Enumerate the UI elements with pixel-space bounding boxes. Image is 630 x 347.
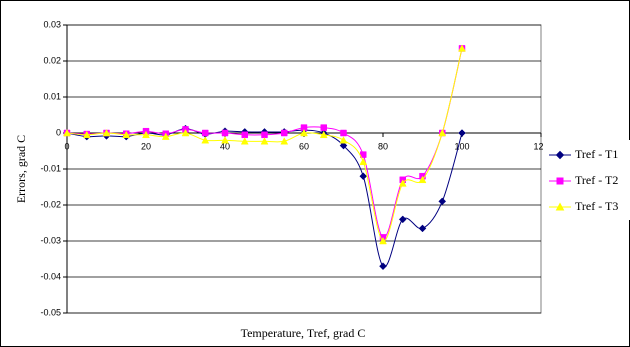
point — [339, 141, 348, 150]
point — [458, 44, 466, 52]
y-tick-label: 0.03 — [43, 19, 61, 29]
point — [241, 131, 248, 139]
point — [161, 132, 170, 140]
y-tick-label: 0.01 — [43, 91, 61, 101]
legend-marker — [556, 177, 564, 185]
point — [260, 137, 269, 145]
legend-label: Tref - T3 — [575, 199, 618, 213]
point — [438, 128, 447, 137]
point — [398, 179, 407, 187]
point — [181, 128, 190, 137]
point — [340, 129, 347, 137]
x-tick-label: 60 — [299, 141, 309, 151]
x-tick-label: 0 — [64, 141, 69, 151]
point — [261, 131, 268, 139]
point — [379, 262, 387, 271]
point — [418, 224, 427, 233]
point — [201, 136, 210, 144]
point — [379, 236, 387, 245]
point — [102, 128, 111, 137]
y-tick-label: -0.03 — [40, 235, 61, 245]
x-tick-label: 120 — [533, 141, 548, 151]
y-tick-label: -0.04 — [40, 271, 61, 281]
y-tick-label: -0.02 — [40, 199, 61, 209]
point — [281, 129, 288, 137]
point — [300, 128, 308, 137]
x-tick-label: 40 — [220, 141, 230, 151]
point — [319, 130, 328, 139]
x-tick-label: 20 — [141, 141, 151, 151]
legend-marker — [555, 202, 565, 211]
point — [280, 137, 289, 145]
point — [240, 137, 249, 145]
legend-marker — [555, 150, 565, 160]
x-tick-label: 100 — [454, 141, 469, 151]
point — [418, 175, 427, 184]
point — [320, 124, 327, 131]
point — [82, 130, 91, 139]
point — [339, 136, 348, 144]
point — [122, 130, 131, 139]
point — [438, 197, 447, 206]
x-tick-label: 80 — [378, 141, 388, 151]
legend-label: Tref - T2 — [575, 173, 618, 187]
y-tick-label: 0 — [56, 127, 61, 137]
point — [63, 128, 71, 137]
y-tick-label: -0.05 — [40, 307, 61, 317]
x-axis-title: Temperature, Tref, grad C — [241, 326, 366, 340]
point — [202, 129, 209, 137]
y-tick-label: -0.01 — [40, 163, 61, 173]
point — [300, 124, 308, 131]
series-line — [66, 48, 463, 242]
y-tick-label: 0.02 — [43, 55, 61, 65]
legend-label: Tref - T1 — [575, 147, 618, 161]
point — [221, 136, 229, 144]
y-axis-title: Errors, grad C — [14, 135, 28, 203]
point — [458, 129, 466, 137]
point — [359, 157, 368, 166]
point — [221, 129, 229, 137]
point — [142, 130, 150, 139]
point — [398, 215, 407, 224]
point — [359, 172, 368, 181]
